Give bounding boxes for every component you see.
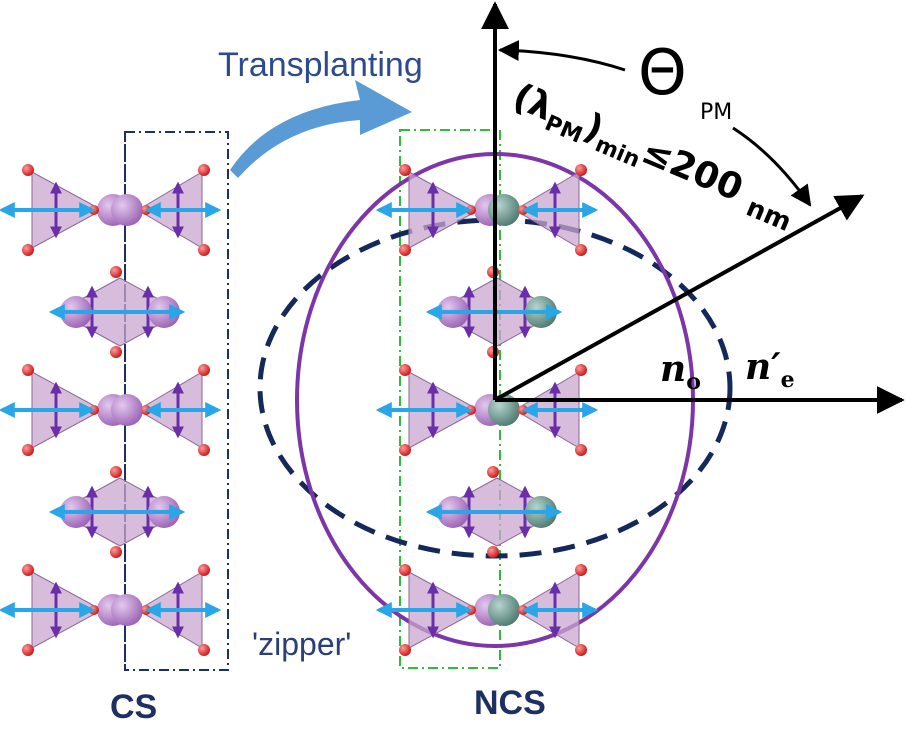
cs-unit-a-3-oxygen-4: [198, 644, 210, 656]
cs-unit-a-2-metal-b: [111, 394, 143, 426]
cs-unit-a-2-oxygen-2: [22, 444, 34, 456]
ncs-unit-a-2-oxygen-3: [575, 364, 587, 376]
n-e-subscript: e: [780, 367, 795, 394]
n-o-symbol: n: [660, 348, 687, 390]
ncs-unit-a-1-oxygen-4: [575, 244, 587, 256]
cs-unit-a-2-oxygen-1: [22, 364, 34, 376]
ncs-unit-a-3-oxygen-4: [575, 644, 587, 656]
theta-subscript: PM: [700, 100, 733, 125]
n-e-label: n′e: [745, 346, 795, 393]
cs-unit-a-1-metal-b: [111, 194, 143, 226]
cs-unit-a-1-oxygen-2: [22, 244, 34, 256]
n-e-symbol: n′: [745, 346, 781, 388]
ncs-unit-a-1-metal-b: [488, 194, 520, 226]
cs-unit-a-3-oxygen-1: [22, 564, 34, 576]
cs-unit-a-1-oxygen-4: [198, 244, 210, 256]
cs-unit-a-3-oxygen-3: [198, 564, 210, 576]
cs-unit-a-1-oxygen-1: [22, 164, 34, 176]
cs-unit-a-2-oxygen-3: [198, 364, 210, 376]
ncs-unit-b-2-oxygen-top: [487, 466, 499, 478]
ncs-unit-b-2-oxygen-bottom: [487, 546, 499, 558]
ncs-label: NCS: [474, 684, 546, 722]
ncs-unit-a-1-oxygen-2: [399, 244, 411, 256]
zipper-label: 'zipper': [252, 626, 352, 662]
ncs-unit-a-1-oxygen-1: [399, 164, 411, 176]
ncs-unit-a-2-oxygen-1: [399, 364, 411, 376]
ncs-unit-a-3-oxygen-1: [399, 564, 411, 576]
cs-unit-a-1-oxygen-3: [198, 164, 210, 176]
phase-matching-direction: [494, 194, 865, 402]
cs-label: CS: [110, 688, 158, 726]
curved-arrow-icon: [230, 80, 412, 178]
ncs-unit-a-3-oxygen-3: [575, 564, 587, 576]
ncs-unit-a-2-oxygen-4: [575, 444, 587, 456]
theta-symbol: Θ: [638, 36, 687, 109]
transplanting-label: Transplanting: [218, 46, 423, 84]
theta-arc-lower: [732, 126, 812, 207]
n-o-label: no: [660, 348, 701, 395]
theta-arc-upper: [497, 40, 626, 72]
cs-unit-a-2-oxygen-4: [198, 444, 210, 456]
ncs-unit-a-1-oxygen-3: [575, 164, 587, 176]
n-o-subscript: o: [686, 369, 701, 396]
ncs-unit-a-2-oxygen-2: [399, 444, 411, 456]
ncs-unit-a-3-metal-b: [488, 594, 520, 626]
cs-unit-a-3-metal-b: [111, 594, 143, 626]
cs-unit-b-2-oxygen-bottom: [110, 546, 122, 558]
cs-unit-b-1-oxygen-top: [110, 266, 122, 278]
cs-unit-b-1-oxygen-bottom: [110, 346, 122, 358]
cs-unit-b-2-oxygen-top: [110, 466, 122, 478]
cs-unit-a-3-oxygen-2: [22, 644, 34, 656]
ncs-unit-a-3-oxygen-2: [399, 644, 411, 656]
